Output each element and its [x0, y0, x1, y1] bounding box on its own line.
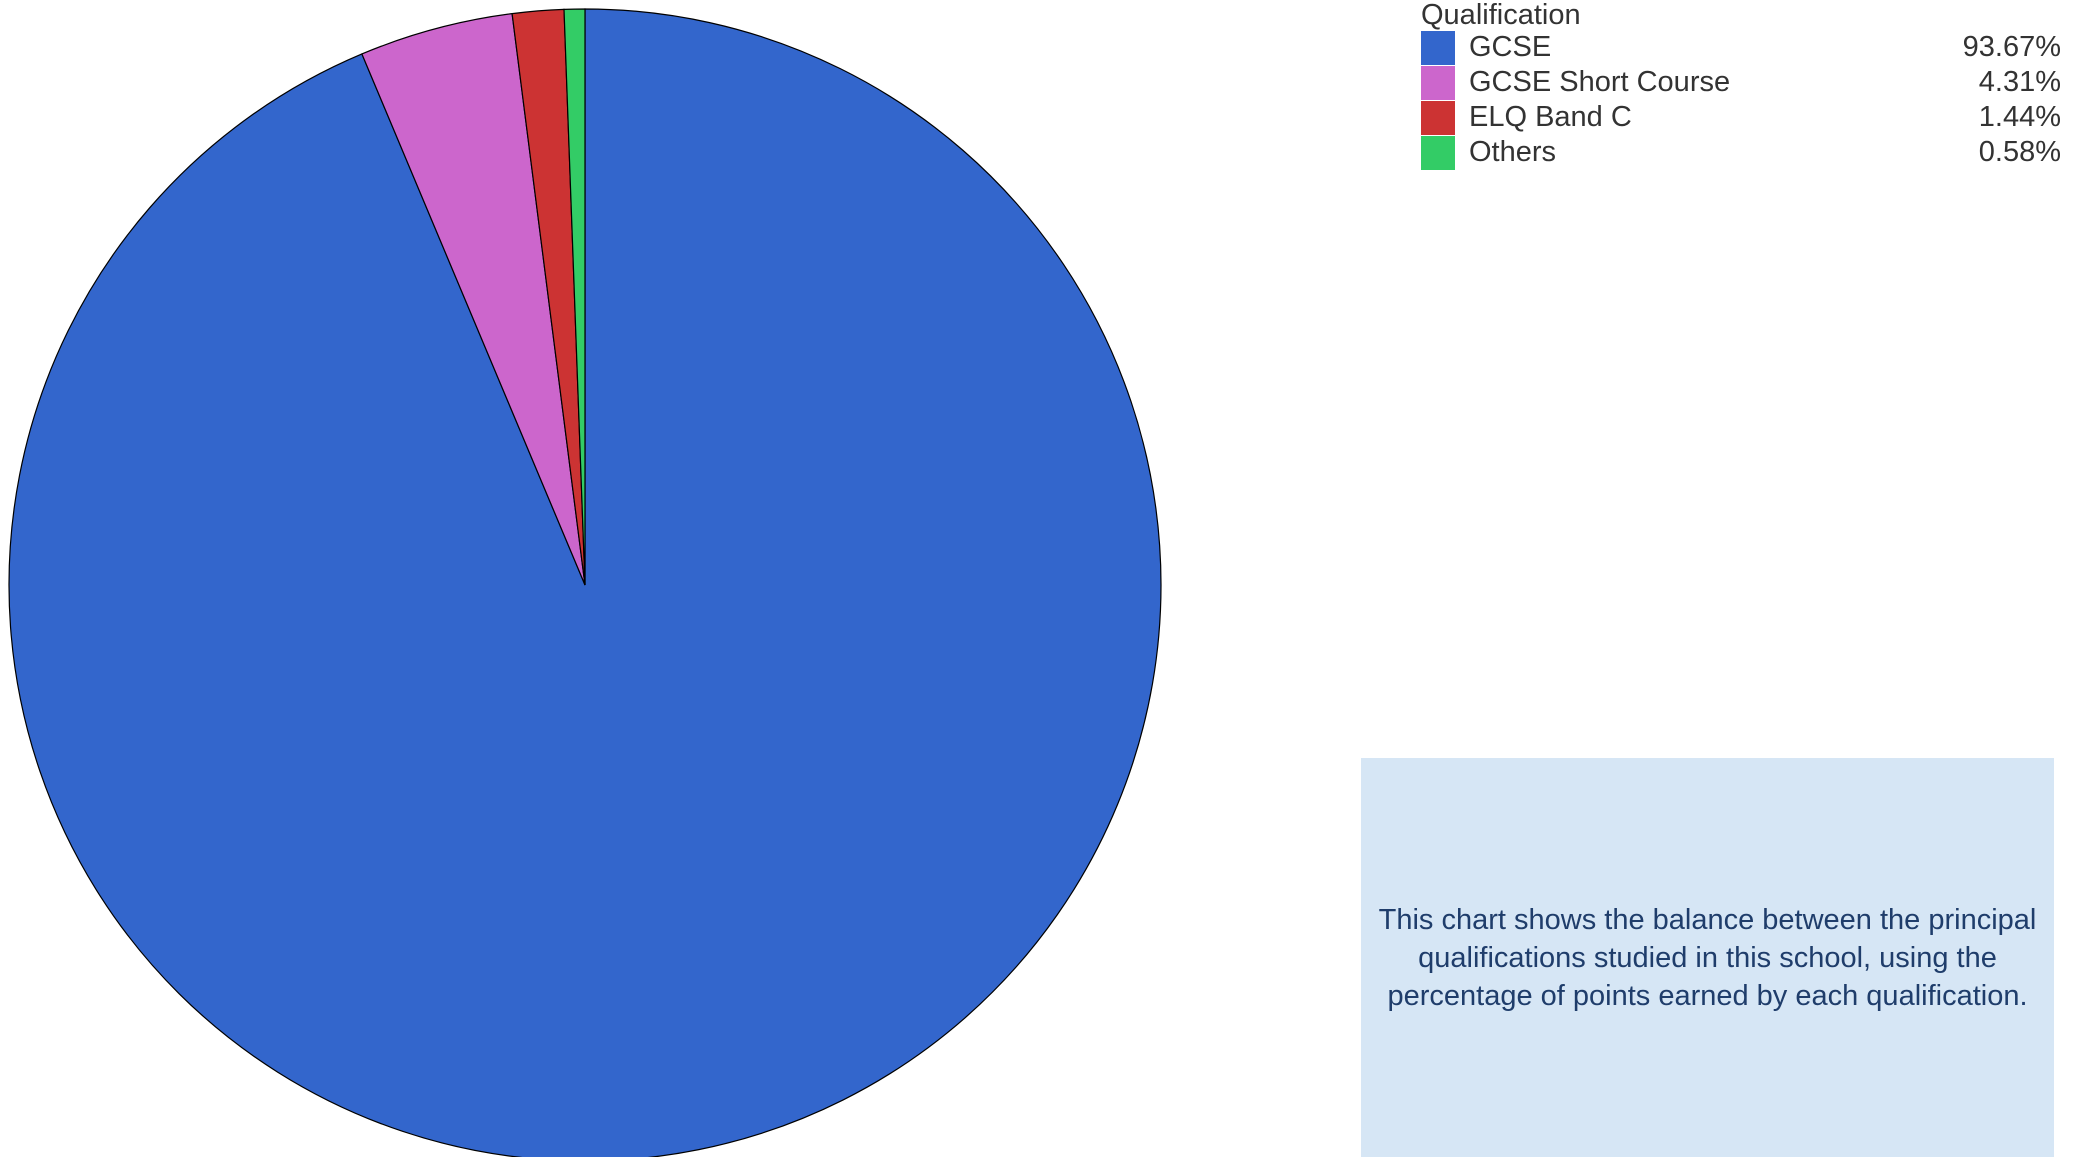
legend-value: 0.58% — [1978, 136, 2061, 168]
legend-item-gcse: GCSE 93.67% — [1421, 30, 2061, 65]
legend-label: GCSE — [1469, 31, 1552, 63]
pie-slice-others — [563, 8, 586, 586]
legend: Qualification GCSE 93.67% GCSE Short Cou… — [1421, 0, 2061, 170]
legend-item-others: Others 0.58% — [1421, 135, 2061, 170]
pie-chart — [8, 8, 1162, 1157]
legend-item-gcse-short-course: GCSE Short Course 4.31% — [1421, 65, 2061, 100]
chart-description-box: This chart shows the balance between the… — [1361, 758, 2054, 1157]
legend-swatch — [1421, 31, 1455, 65]
legend-swatch — [1421, 66, 1455, 100]
legend-label: Others — [1469, 136, 1557, 168]
legend-item-elq-band-c: ELQ Band C 1.44% — [1421, 100, 2061, 135]
pie-slice-gcse — [8, 8, 1162, 1157]
legend-label: ELQ Band C — [1469, 101, 1632, 133]
chart-description-text: This chart shows the balance between the… — [1378, 903, 2037, 1012]
legend-value: 93.67% — [1962, 31, 2061, 63]
legend-value: 1.44% — [1978, 101, 2061, 133]
legend-label: GCSE Short Course — [1469, 66, 1731, 98]
legend-value: 4.31% — [1978, 66, 2061, 98]
legend-title: Qualification — [1421, 0, 1581, 31]
legend-swatch — [1421, 101, 1455, 135]
legend-swatch — [1421, 136, 1455, 170]
